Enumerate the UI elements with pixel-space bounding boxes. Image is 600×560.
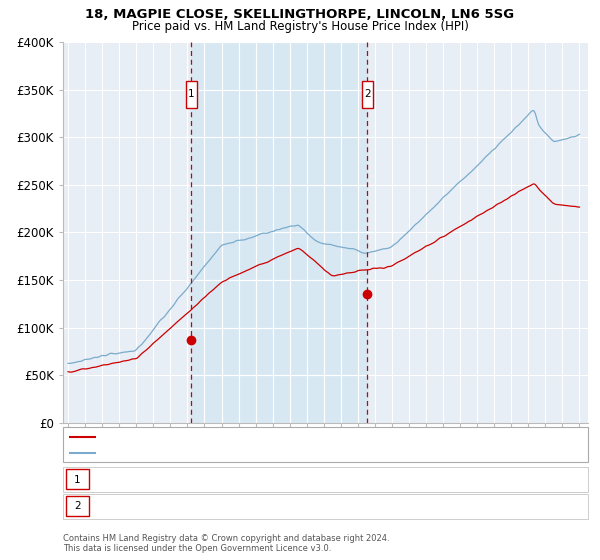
Text: £135,000: £135,000 — [261, 501, 310, 511]
Text: 24-JUL-2012: 24-JUL-2012 — [102, 501, 166, 511]
Text: Contains HM Land Registry data © Crown copyright and database right 2024.
This d: Contains HM Land Registry data © Crown c… — [63, 534, 389, 553]
Text: 2: 2 — [74, 501, 81, 511]
FancyBboxPatch shape — [362, 81, 373, 108]
Text: HPI: Average price, detached house, North Kesteven: HPI: Average price, detached house, Nort… — [102, 449, 358, 458]
Bar — [191, 42, 367, 423]
Text: 2: 2 — [364, 90, 371, 99]
Text: 18, MAGPIE CLOSE, SKELLINGTHORPE, LINCOLN, LN6 5SG (detached house): 18, MAGPIE CLOSE, SKELLINGTHORPE, LINCOL… — [102, 432, 473, 442]
Text: 25% ↓ HPI: 25% ↓ HPI — [381, 501, 436, 511]
Text: 1: 1 — [74, 474, 81, 484]
Text: Price paid vs. HM Land Registry's House Price Index (HPI): Price paid vs. HM Land Registry's House … — [131, 20, 469, 32]
Text: 28-MAR-2002: 28-MAR-2002 — [102, 474, 172, 484]
Text: £87,500: £87,500 — [261, 474, 304, 484]
Text: 11% ↓ HPI: 11% ↓ HPI — [381, 474, 436, 484]
FancyBboxPatch shape — [186, 81, 197, 108]
Text: 1: 1 — [188, 90, 194, 99]
Text: 18, MAGPIE CLOSE, SKELLINGTHORPE, LINCOLN, LN6 5SG: 18, MAGPIE CLOSE, SKELLINGTHORPE, LINCOL… — [85, 8, 515, 21]
